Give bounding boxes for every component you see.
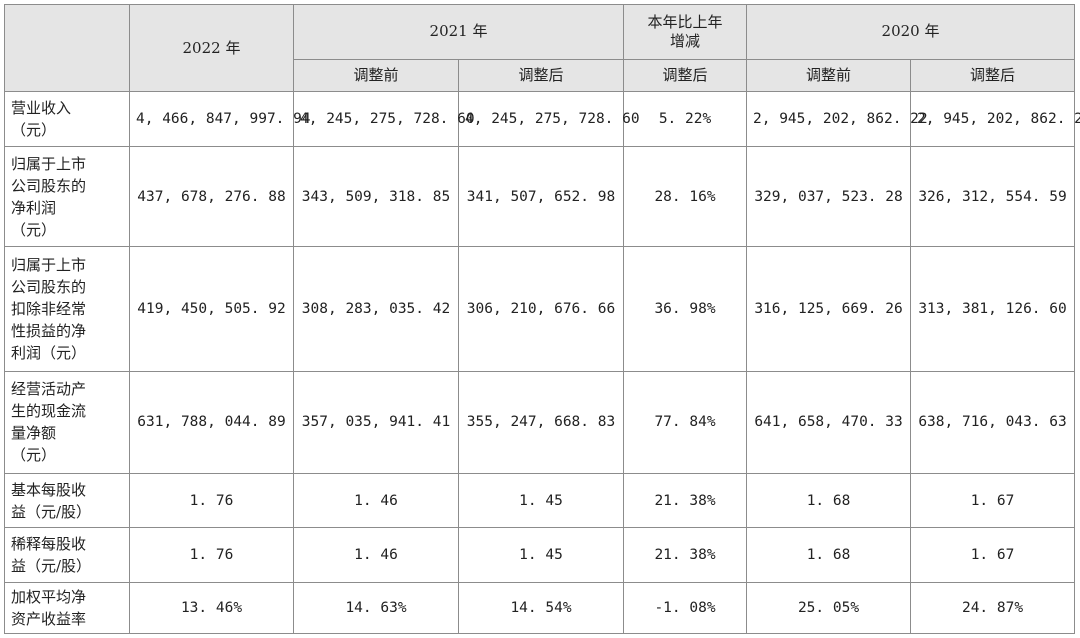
table-row-diluted-eps: 稀释每股收 益（元/股） 1. 76 1. 46 1. 45 21. 38% 1. 68 1… (4, 527, 1076, 584)
corner-cell (4, 3, 130, 93)
cell-2020-after: 638, 716, 043. 63 (910, 371, 1076, 474)
header-yoy-after: 调整后 (623, 58, 748, 93)
table-row-weighted-roe: 加权平均净 资产收益率 13. 46% 14. 63% 14. 54% -1. 08% 2… (4, 582, 1076, 634)
cell-2020-before: 1. 68 (746, 472, 912, 529)
cell-2021-before: 357, 035, 941. 41 (293, 371, 459, 474)
cell-2021-after: 1. 45 (457, 472, 625, 529)
cell-2021-before: 308, 283, 035. 42 (293, 246, 459, 373)
cell-2020-after: 313, 381, 126. 60 (910, 246, 1076, 373)
cell-yoy-change: 21. 38% (623, 527, 748, 584)
header-2021: 2021 年 (292, 4, 625, 60)
cell-2022: 419, 450, 505. 92 (129, 246, 294, 373)
table-row-operating-cash-flow: 经营活动产 生的现金流 量净额 （元） 631, 788, 044. 89 357,… (4, 371, 1076, 474)
cell-yoy-change: -1. 08% (623, 582, 748, 634)
header-2021-before: 调整前 (293, 58, 459, 93)
table-row-basic-eps: 基本每股收 益（元/股） 1. 76 1. 46 1. 45 21. 38% 1. 68 1… (4, 472, 1076, 529)
row-label: 经营活动产 生的现金流 量净额 （元） (4, 371, 130, 474)
cell-2021-after: 355, 247, 668. 83 (457, 371, 625, 474)
header-yoy-change: 本年比上年 增减 (623, 4, 748, 60)
cell-2021-before: 4, 245, 275, 728. 60 (293, 91, 475, 148)
header-2020: 2020 年 (746, 4, 1076, 60)
cell-2021-before: 1. 46 (293, 472, 459, 529)
cell-yoy-change: 28. 16% (623, 146, 748, 248)
table-row-revenue: 营业收入 （元） 4, 466, 847, 997. 94 4, 245, 275,… (4, 91, 1080, 148)
header-2020-before: 调整前 (746, 58, 912, 93)
cell-2021-after: 341, 507, 652. 98 (457, 146, 625, 248)
cell-2021-after: 306, 210, 676. 66 (457, 246, 625, 373)
cell-2020-before: 641, 658, 470. 33 (746, 371, 912, 474)
cell-yoy-change: 21. 38% (623, 472, 748, 529)
row-label: 营业收入 （元） (4, 91, 130, 148)
cell-2021-before: 14. 63% (293, 582, 459, 634)
header-2020-after: 调整后 (910, 58, 1076, 93)
cell-2020-before: 329, 037, 523. 28 (746, 146, 912, 248)
cell-2022: 4, 466, 847, 997. 94 (129, 91, 311, 148)
cell-2021-after: 1. 45 (457, 527, 625, 584)
financial-summary-table: 2022 年 2021 年 本年比上年 增减 2020 年 调整前 调整后 调整… (4, 3, 1080, 634)
cell-2020-before: 25. 05% (746, 582, 912, 634)
cell-2021-before: 343, 509, 318. 85 (293, 146, 459, 248)
cell-2021-after: 14. 54% (457, 582, 625, 634)
row-label: 稀释每股收 益（元/股） (4, 527, 130, 584)
cell-2020-before: 1. 68 (746, 527, 912, 584)
cell-2021-before: 1. 46 (293, 527, 459, 584)
cell-2022: 1. 76 (129, 527, 294, 584)
cell-2022: 13. 46% (129, 582, 294, 634)
cell-2020-after: 24. 87% (910, 582, 1076, 634)
cell-2021-after: 4, 245, 275, 728. 60 (457, 91, 640, 148)
header-2021-after: 调整后 (457, 58, 625, 93)
cell-yoy-change: 5. 22% (623, 91, 748, 148)
cell-2022: 631, 788, 044. 89 (129, 371, 294, 474)
row-label: 基本每股收 益（元/股） (4, 472, 130, 529)
header-2022: 2022 年 (129, 3, 294, 93)
cell-2020-after: 1. 67 (910, 527, 1076, 584)
row-label: 加权平均净 资产收益率 (4, 582, 130, 634)
table-row-net-profit: 归属于上市 公司股东的 净利润 （元） 437, 678, 276. 88 343,… (4, 146, 1076, 248)
cell-yoy-change: 77. 84% (623, 371, 748, 474)
cell-yoy-change: 36. 98% (623, 246, 748, 373)
cell-2022: 437, 678, 276. 88 (129, 146, 294, 248)
row-label: 归属于上市 公司股东的 净利润 （元） (4, 146, 130, 248)
cell-2020-before: 316, 125, 669. 26 (746, 246, 912, 373)
cell-2020-before: 2, 945, 202, 862. 22 (746, 91, 928, 148)
cell-2020-after: 326, 312, 554. 59 (910, 146, 1076, 248)
cell-2022: 1. 76 (129, 472, 294, 529)
cell-2020-after: 2, 945, 202, 862. 22 (910, 91, 1080, 148)
row-label: 归属于上市 公司股东的 扣除非经常 性损益的净 利润（元） (4, 246, 130, 373)
cell-2020-after: 1. 67 (910, 472, 1076, 529)
table-row-net-profit-excl-nonrecurring: 归属于上市 公司股东的 扣除非经常 性损益的净 利润（元） 419, 450, 5… (4, 246, 1076, 373)
